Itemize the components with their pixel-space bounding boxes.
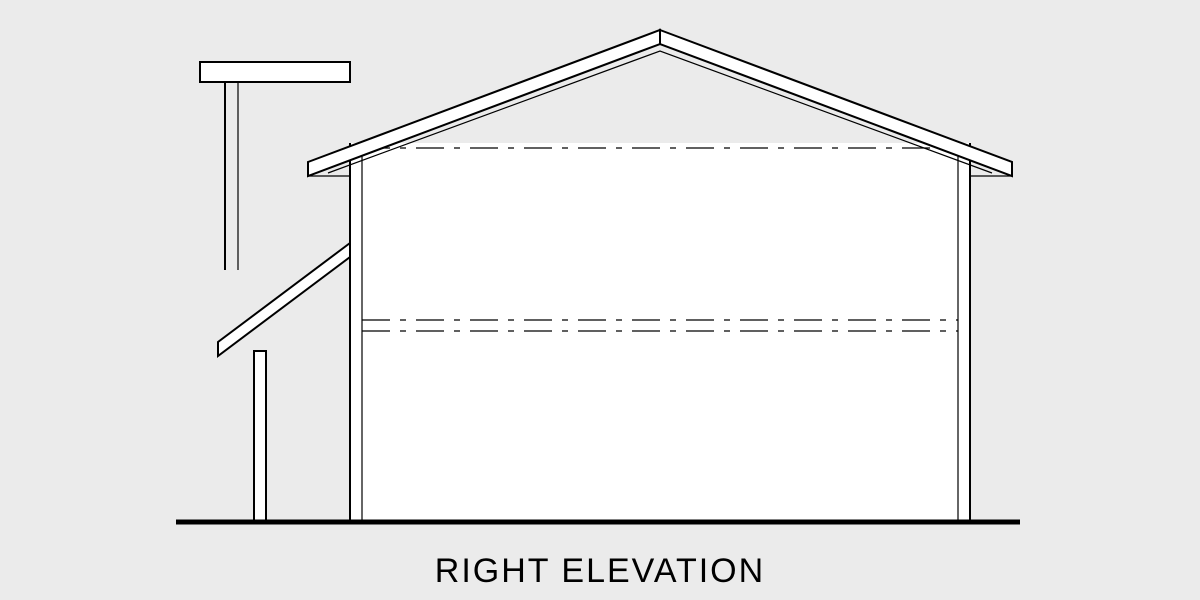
elevation-svg: [0, 0, 1200, 600]
diagram-title: RIGHT ELEVATION: [0, 552, 1200, 591]
elevation-diagram: RIGHT ELEVATION: [0, 0, 1200, 600]
